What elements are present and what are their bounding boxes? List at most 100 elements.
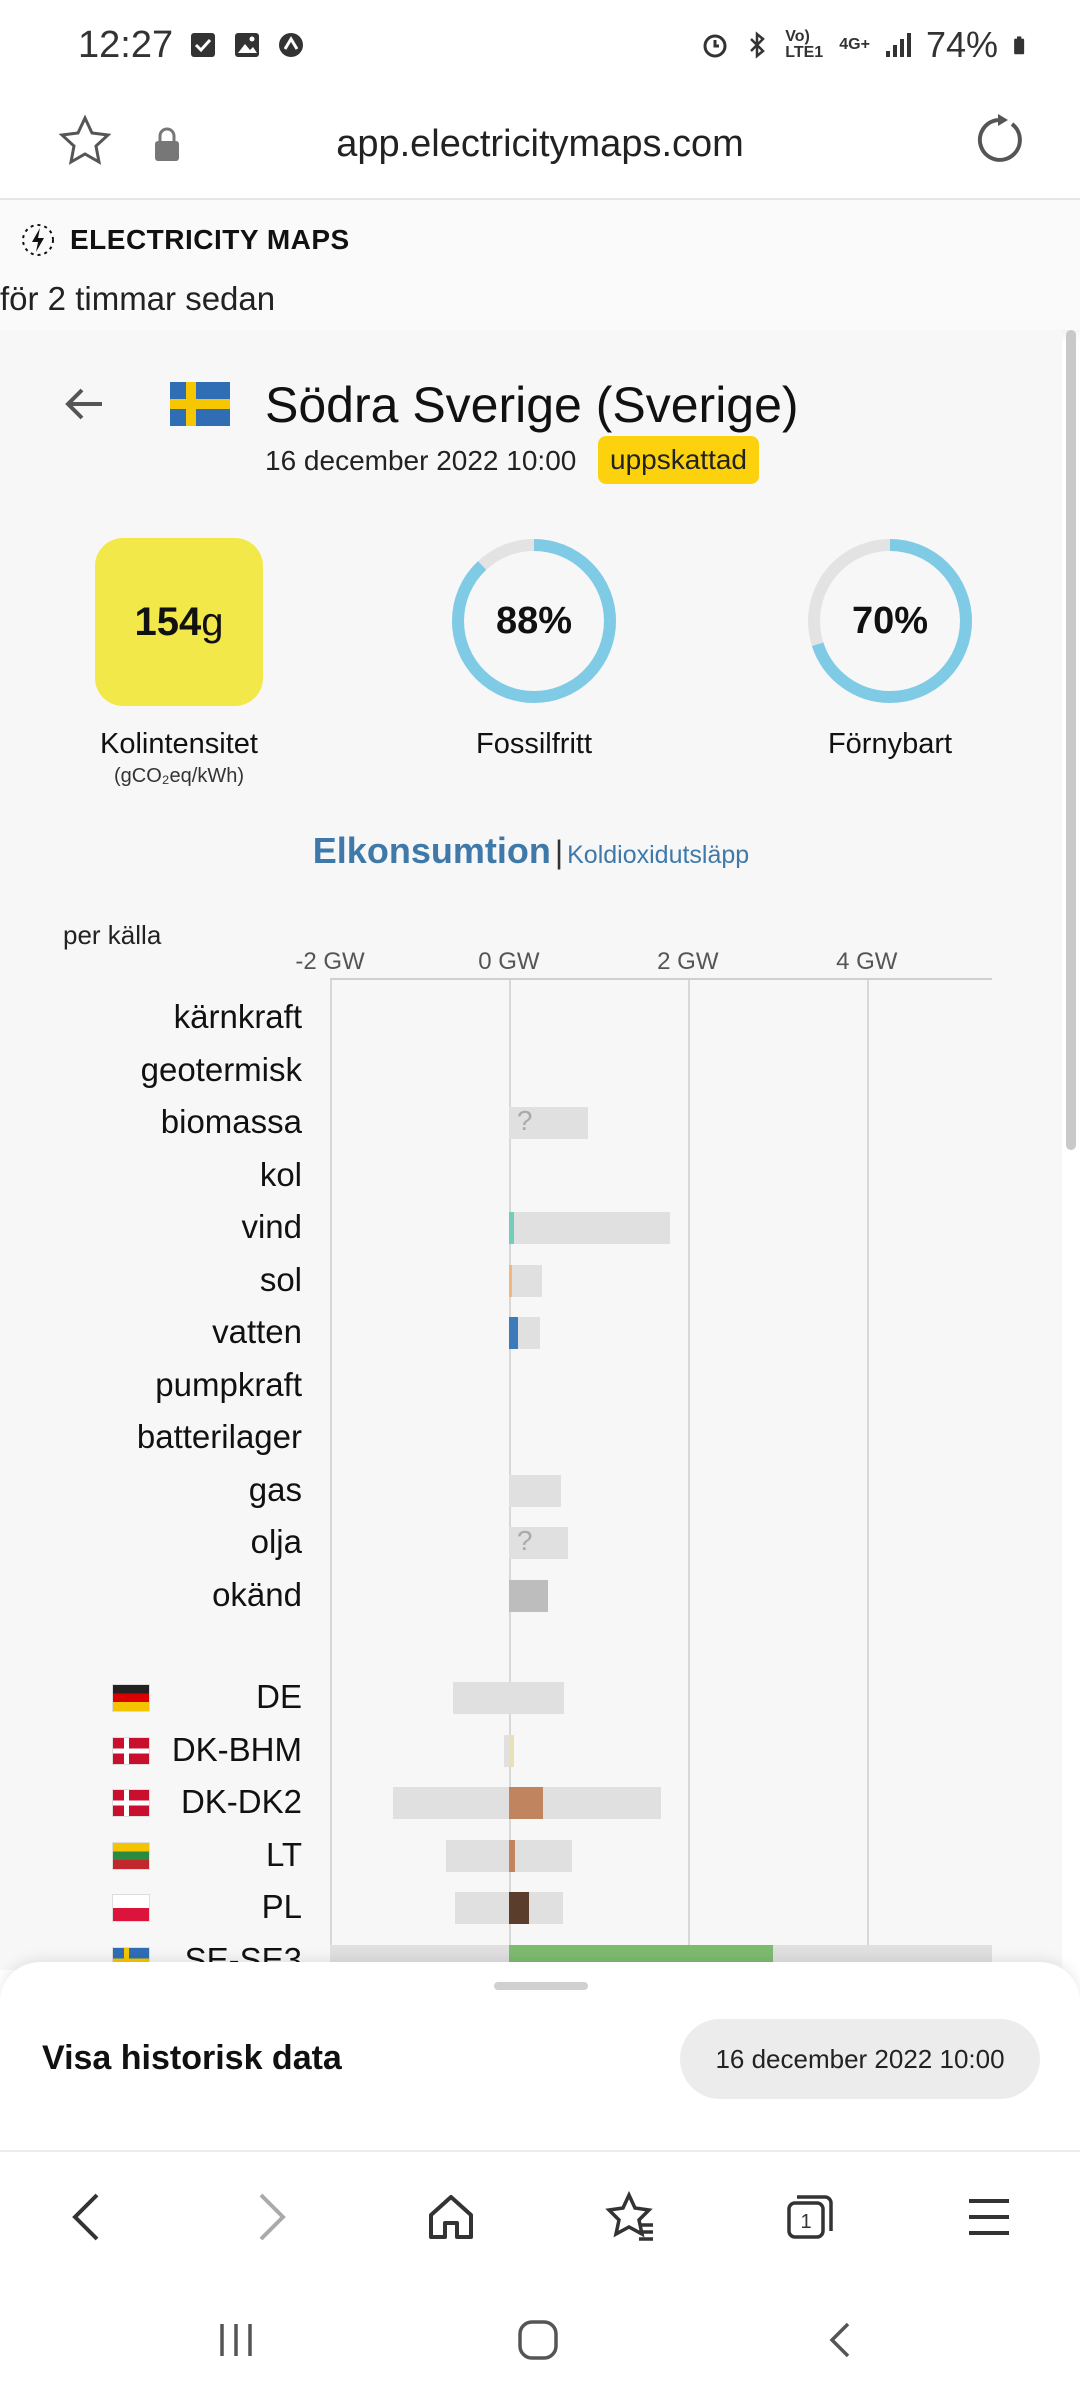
x-axis-line <box>330 978 992 980</box>
value-bar[interactable] <box>508 1317 518 1349</box>
recents-icon <box>220 2324 252 2356</box>
unknown-data-mark: ? <box>516 1105 533 1136</box>
chart-title: per källa <box>63 920 162 950</box>
carbon-intensity-unit: g <box>201 599 224 644</box>
bookmarks-icon <box>605 2190 653 2241</box>
source-label: biomassa <box>160 1103 302 1140</box>
bookmark-star-icon[interactable] <box>55 112 115 172</box>
exchange-label: DE <box>256 1678 302 1715</box>
back-arrow-icon[interactable] <box>58 378 110 430</box>
nav-tabs-button[interactable]: 1 <box>774 2182 844 2252</box>
nav-menu-button[interactable] <box>954 2182 1024 2252</box>
capacity-bar[interactable] <box>453 1682 565 1714</box>
value-bar[interactable] <box>508 1579 549 1612</box>
system-back-button[interactable] <box>810 2310 870 2370</box>
source-label: batterilager <box>136 1418 302 1455</box>
browser-nav-bar: 1 <box>0 2150 1080 2280</box>
renewable-label: Förnybart <box>827 728 953 760</box>
volte-label: Vo) LTE1 <box>785 28 824 61</box>
x-tick-label: 4 GW <box>836 948 898 975</box>
source-label: gas <box>248 1470 302 1508</box>
nav-bookmarks-button[interactable] <box>596 2182 666 2252</box>
value-bar[interactable] <box>508 1734 515 1767</box>
nav-home-button[interactable] <box>416 2182 486 2252</box>
home-button[interactable] <box>508 2310 568 2370</box>
system-nav-bar <box>0 2280 1080 2400</box>
reload-icon[interactable] <box>968 110 1028 170</box>
history-date-button[interactable]: 16 december 2022 10:00 <box>680 2019 1040 2099</box>
panel-scrollbar[interactable] <box>1066 330 1076 1150</box>
battery-icon <box>1014 36 1025 55</box>
alarm-icon <box>703 34 727 58</box>
menu-icon <box>969 2199 1009 2235</box>
sheet-grabber[interactable] <box>494 1982 588 1990</box>
source-label: geotermisk <box>140 1050 302 1088</box>
bluetooth-icon <box>750 31 766 59</box>
source-label: vind <box>241 1208 302 1245</box>
network-type-label: 4G+ <box>839 36 870 53</box>
gridline <box>866 980 869 1970</box>
capacity-bar[interactable] <box>508 1474 561 1507</box>
source-label: olja <box>250 1523 302 1560</box>
carbon-intensity-label: Kolintensitet <box>100 728 258 760</box>
system-home-icon <box>518 2320 558 2360</box>
value-bar[interactable] <box>508 1264 512 1297</box>
value-bar[interactable] <box>508 1212 515 1244</box>
x-tick-label: 0 GW <box>478 948 540 975</box>
electricity-maps-logo-icon <box>22 224 54 256</box>
source-label: kärnkraft <box>173 998 302 1035</box>
fossil-free-label: Fossilfritt <box>476 728 592 760</box>
brand-name: ELECTRICITY MAPS <box>70 224 350 255</box>
exchange-label: PL <box>261 1888 302 1925</box>
source-label: kol <box>259 1155 302 1193</box>
capacity-bar[interactable] <box>508 1107 588 1139</box>
value-bar[interactable] <box>508 1892 529 1924</box>
fossil-free-ring <box>452 539 616 703</box>
carbon-intensity-value: 154 <box>134 599 202 644</box>
value-bar[interactable] <box>508 1839 516 1872</box>
tab-consumption[interactable]: Elkonsumtion <box>312 830 551 871</box>
recents-button[interactable] <box>206 2310 266 2370</box>
source-label: okänd <box>212 1575 302 1613</box>
zone-title: Södra Sverige (Sverige) <box>265 377 799 433</box>
capacity-bar[interactable] <box>508 1212 670 1244</box>
exchange-label: LT <box>265 1835 302 1873</box>
tab-emissions[interactable]: Koldioxidutsläpp <box>567 841 750 869</box>
x-tick-label: -2 GW <box>295 948 365 975</box>
flag-de-icon <box>112 1684 150 1712</box>
signal-strength-icon <box>885 33 911 57</box>
ring-progress <box>808 539 972 703</box>
value-bar[interactable] <box>508 1787 543 1819</box>
flag-pl-icon <box>112 1894 150 1922</box>
checkbox-notification-icon <box>191 33 216 57</box>
chart-mode-tabs: Elkonsumtion | Koldioxidutsläpp <box>0 830 1062 872</box>
renewable-ring <box>808 539 972 703</box>
exchange-label: DK-DK2 <box>180 1783 302 1820</box>
status-bar: 12:27 Vo) LTE1 4G+ 74% <box>0 0 1080 90</box>
tab-count: 1 <box>800 2211 811 2233</box>
capacity-bar[interactable] <box>508 1264 542 1297</box>
flag-dk-icon <box>112 1789 150 1817</box>
gallery-notification-icon <box>235 33 260 57</box>
tab-separator: | <box>554 834 564 870</box>
sweden-flag-icon <box>170 382 230 426</box>
flag-lt-icon <box>112 1841 150 1870</box>
forward-icon <box>259 2193 286 2241</box>
gridline <box>330 980 332 1970</box>
home-icon <box>429 2195 473 2239</box>
carbon-intensity-sublabel: (gCO₂eq/kWh) <box>113 765 244 787</box>
history-sheet: Visa historisk data 16 december 2022 10:… <box>0 1962 1080 2150</box>
url-text[interactable]: app.electricitymaps.com <box>336 122 744 165</box>
app-header: ELECTRICITY MAPS för 2 timmar sedan <box>0 200 1080 330</box>
history-title[interactable]: Visa historisk data <box>42 2039 342 2077</box>
source-label: pumpkraft <box>155 1365 302 1403</box>
brand-logo[interactable]: ELECTRICITY MAPS <box>18 220 350 260</box>
nav-forward-button[interactable] <box>236 2182 306 2252</box>
nav-back-button[interactable] <box>52 2182 122 2252</box>
exchange-label: DK-BHM <box>171 1730 302 1768</box>
status-time: 12:27 <box>78 23 174 66</box>
lock-icon <box>155 127 179 161</box>
system-back-icon <box>829 2322 850 2358</box>
gridline <box>687 980 690 1970</box>
capacity-bar[interactable] <box>508 1527 568 1559</box>
